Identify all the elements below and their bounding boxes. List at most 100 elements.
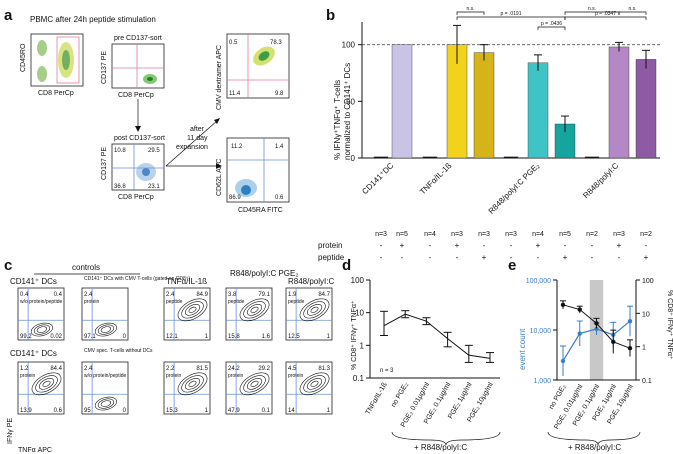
d-ylabel: % CD8⁺ IFNγ⁺ TNFα⁺	[351, 300, 358, 370]
b-peptide-sign: -	[401, 253, 404, 262]
c-q-lower-right: 0.1	[262, 408, 271, 414]
d-n-note: n = 3	[380, 368, 394, 374]
b-sig-label: n.s.	[466, 6, 474, 12]
b-peptide-sign: -	[591, 253, 594, 262]
c-contour-ring	[42, 380, 51, 387]
c-contour-ring	[310, 380, 319, 387]
c-q-upper-right: 81.5	[196, 366, 208, 372]
c-plot-frame	[225, 287, 273, 341]
plot3-q2: 29.5	[148, 148, 160, 154]
d-ytick-label: 1	[360, 341, 365, 350]
b-protein-sign: -	[591, 241, 594, 250]
c-contour-ring	[100, 400, 112, 407]
d-ytick-label: 0.1	[353, 374, 365, 383]
c-q-upper-left: 24.2	[228, 366, 240, 372]
plot5-q2: 1.4	[275, 144, 284, 150]
flow-plot-post-sort: post CD137-sort 10.8 29.5 36.8 23.1 CD13…	[101, 135, 165, 201]
c-q-upper-left: 3.8	[228, 292, 237, 298]
panel-label-e: e	[508, 257, 516, 274]
c-q-lower-right: 0	[123, 334, 127, 340]
e-event-point	[560, 358, 566, 364]
b-n-label: n=4	[532, 231, 544, 238]
c-contour-ring	[36, 326, 48, 333]
d-brace	[391, 431, 501, 446]
c-dc-label-2: CD141⁺ DCs	[10, 349, 57, 358]
b-sig-label: n.s.	[588, 6, 596, 12]
c-q-upper-right: 81.3	[318, 366, 330, 372]
b-peptide-sign: +	[644, 253, 649, 262]
c-q-upper-left: 2.4	[84, 366, 93, 372]
e-percent-point	[627, 345, 633, 351]
c-contour-ring	[33, 324, 51, 335]
b-n-label: n=3	[505, 231, 517, 238]
c-plot-tag: protein	[84, 299, 100, 305]
c-contour-ring	[243, 301, 266, 319]
c-contour-ring	[181, 375, 204, 393]
plot4-ylabel: CMV dextramer APC	[216, 45, 223, 110]
b-bar	[373, 156, 389, 159]
c-q-lower-left: 13.9	[20, 408, 32, 414]
c-q-upper-right: 29.2	[258, 366, 270, 372]
b-group-label: R848/polyI:C PGE₂	[487, 161, 542, 216]
c-q-upper-right: 84.7	[318, 292, 330, 298]
c-q-upper-right: 84.9	[196, 292, 208, 298]
b-ytick-label: 0	[351, 154, 356, 163]
c-q-upper-left: 2.4	[166, 292, 175, 298]
c-plot-frame	[81, 287, 129, 341]
c-plot-frame	[163, 287, 211, 341]
c-contour-ring	[30, 322, 53, 337]
c-cond-2: R848/polyI:C PGE₂	[230, 269, 298, 278]
plot2-xlabel: CD8 PerCp	[118, 92, 154, 99]
b-protein-sign: +	[455, 241, 460, 250]
plot3-q4: 23.1	[148, 184, 160, 190]
c-plot-tag: w/o protein/peptide	[84, 373, 126, 379]
plot5-q4: 0.6	[275, 195, 284, 201]
b-sig-bracket	[456, 16, 566, 20]
b-sig-label: n.s.	[628, 6, 636, 12]
e-percent-point	[611, 339, 616, 344]
c-plot-frame	[81, 361, 129, 415]
plot1-xlabel: CD8 PerCp	[38, 90, 74, 97]
c-q-lower-right: 1.6	[262, 334, 271, 340]
plot3-ylabel: CD137 PE	[101, 147, 108, 180]
c-q-upper-left: 1.9	[288, 292, 297, 298]
c-contour-ring	[35, 375, 58, 393]
b-peptide-sign: +	[482, 253, 487, 262]
c-q-upper-left: 2.4	[84, 292, 93, 298]
b-bar	[503, 156, 519, 159]
c-q-upper-right: 0.4	[54, 292, 63, 298]
c-contour-ring	[306, 378, 323, 390]
b-sig-label: p = .0436	[541, 21, 562, 27]
c-plot-frame	[285, 361, 333, 415]
c-q-upper-left: 0.4	[20, 292, 29, 298]
e-event-point	[577, 331, 582, 336]
b-peptide-sign: -	[429, 253, 432, 262]
c-q-lower-right: 0	[123, 408, 127, 414]
plot5-q3: 86.9	[229, 195, 241, 201]
plot5-q1: 11.2	[231, 144, 243, 150]
sort-arrowhead	[135, 126, 141, 132]
c-q-lower-left: 99.2	[20, 334, 32, 340]
c-plot-frame	[225, 361, 273, 415]
b-group-label: CD141⁺DC	[360, 161, 395, 196]
plot3-q3: 36.8	[114, 184, 126, 190]
c-plot-tag: protein	[166, 373, 182, 379]
b-peptide-sign: -	[618, 253, 621, 262]
c-q-lower-right: 1	[205, 334, 209, 340]
c-contour-ring	[97, 324, 115, 335]
d-x-label: TNFα/IL-1ß	[365, 382, 389, 417]
c-contour-ring	[188, 380, 197, 387]
b-protein-sign: -	[429, 241, 432, 250]
c-contour-ring	[31, 372, 62, 396]
c-contour-ring	[250, 306, 259, 313]
c-contour-ring	[250, 380, 259, 387]
panel-label-c: c	[4, 257, 12, 274]
c-plot-tag: peptide	[166, 299, 183, 305]
c-contour-ring	[94, 322, 117, 337]
b-peptide-sign: -	[380, 253, 383, 262]
c-q-upper-right: 84.4	[50, 366, 62, 372]
b-n-label: n=3	[613, 231, 625, 238]
c-contour-ring	[239, 372, 270, 396]
c-q-upper-left: 4.5	[288, 366, 297, 372]
c-contour-ring	[181, 301, 204, 319]
